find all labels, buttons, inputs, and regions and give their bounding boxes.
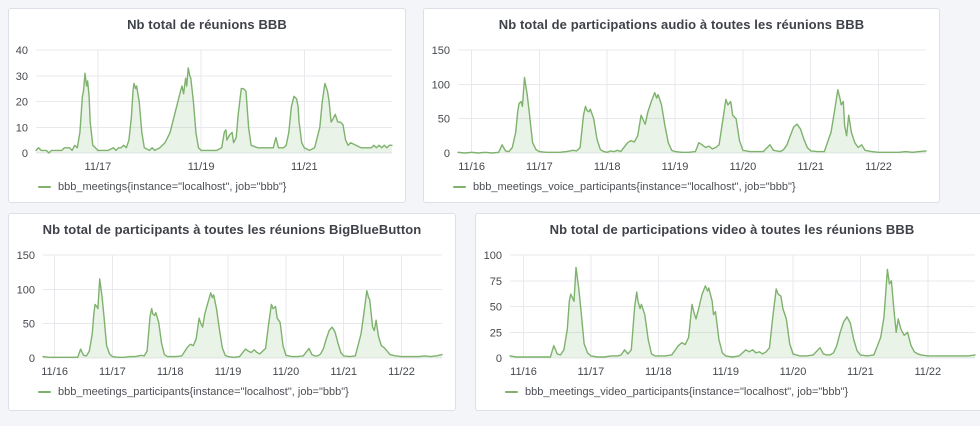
time-series-chart[interactable]: 0 50 100 150 11/16 11/17 11/18 11/19 11/20 11/21 1… — [424, 9, 939, 202]
svg-text:11/19: 11/19 — [188, 161, 215, 173]
time-series-chart[interactable]: 0 10 20 30 40 11/17 11/19 11/21 — [9, 9, 405, 202]
svg-text:11/17: 11/17 — [85, 161, 112, 173]
svg-text:50: 50 — [438, 114, 450, 126]
svg-text:11/19: 11/19 — [662, 161, 689, 173]
svg-text:11/17: 11/17 — [526, 161, 553, 173]
svg-text:11/20: 11/20 — [273, 366, 300, 378]
svg-text:50: 50 — [23, 319, 35, 331]
svg-text:11/20: 11/20 — [780, 366, 807, 378]
svg-text:100: 100 — [484, 250, 502, 262]
panel-video-participations: Nb total de participations video à toute… — [475, 213, 980, 411]
legend: bbb_meetings_video_participants{instance… — [505, 385, 848, 399]
svg-text:11/20: 11/20 — [730, 161, 757, 173]
svg-text:150: 150 — [432, 45, 450, 57]
panel-total-meetings: Nb total de réunions BBB 0 10 20 30 40 11/17 1… — [8, 8, 406, 203]
panel-title[interactable]: Nb total de participations audio à toute… — [498, 17, 865, 32]
svg-text:11/22: 11/22 — [865, 161, 892, 173]
series-color-dash-icon — [38, 186, 51, 188]
svg-text:11/19: 11/19 — [215, 366, 242, 378]
series-color-dash-icon — [38, 391, 51, 393]
svg-text:0: 0 — [496, 353, 502, 365]
panel-title[interactable]: Nb total de participants à toutes les ré… — [42, 222, 422, 237]
panel-audio-participations: Nb total de participations audio à toute… — [423, 8, 940, 203]
svg-text:10: 10 — [16, 122, 28, 134]
time-series-chart[interactable]: 0 25 50 75 100 11/16 11/17 11/18 11/19 11/20 11/21… — [476, 214, 980, 410]
svg-text:0: 0 — [29, 353, 35, 365]
svg-text:11/16: 11/16 — [41, 366, 68, 378]
svg-text:0: 0 — [444, 148, 450, 160]
svg-text:11/21: 11/21 — [291, 161, 318, 173]
svg-text:11/21: 11/21 — [330, 366, 357, 378]
legend: bbb_meetings{instance="localhost", job="… — [38, 180, 286, 194]
svg-text:100: 100 — [17, 284, 35, 296]
svg-text:11/18: 11/18 — [157, 366, 184, 378]
series-color-dash-icon — [505, 391, 518, 393]
svg-text:11/21: 11/21 — [797, 161, 824, 173]
svg-text:11/17: 11/17 — [578, 366, 605, 378]
legend-series-label[interactable]: bbb_meetings{instance="localhost", job="… — [58, 181, 287, 193]
svg-text:11/16: 11/16 — [510, 366, 537, 378]
panel-title[interactable]: Nb total de réunions BBB — [127, 17, 287, 32]
svg-text:11/22: 11/22 — [914, 366, 941, 378]
legend: bbb_meetings_voice_participants{instance… — [453, 180, 796, 194]
panel-total-participants: Nb total de participants à toutes les ré… — [8, 213, 456, 411]
svg-text:11/17: 11/17 — [99, 366, 126, 378]
legend-series-label[interactable]: bbb_meetings_video_participants{instance… — [525, 386, 849, 398]
svg-text:100: 100 — [432, 79, 450, 91]
series-color-dash-icon — [453, 186, 466, 188]
time-series-chart[interactable]: 0 50 100 150 11/16 11/17 11/18 11/19 11/20 11/21 1… — [9, 214, 455, 410]
svg-text:50: 50 — [490, 302, 502, 314]
svg-text:0: 0 — [22, 148, 28, 160]
legend-series-label[interactable]: bbb_meetings_voice_participants{instance… — [473, 181, 796, 193]
svg-text:11/22: 11/22 — [388, 366, 415, 378]
svg-text:11/21: 11/21 — [847, 366, 874, 378]
panel-title[interactable]: Nb total de participations video à toute… — [549, 222, 915, 237]
svg-text:11/18: 11/18 — [594, 161, 621, 173]
svg-text:30: 30 — [16, 71, 28, 83]
svg-text:20: 20 — [16, 97, 28, 109]
svg-text:150: 150 — [17, 250, 35, 262]
svg-text:40: 40 — [16, 45, 28, 57]
svg-text:11/18: 11/18 — [645, 366, 672, 378]
legend-series-label[interactable]: bbb_meetings_participants{instance="loca… — [58, 386, 349, 398]
legend: bbb_meetings_participants{instance="loca… — [38, 385, 349, 399]
svg-text:25: 25 — [490, 327, 502, 339]
svg-text:11/19: 11/19 — [712, 366, 739, 378]
svg-text:75: 75 — [490, 276, 502, 288]
svg-text:11/16: 11/16 — [458, 161, 485, 173]
